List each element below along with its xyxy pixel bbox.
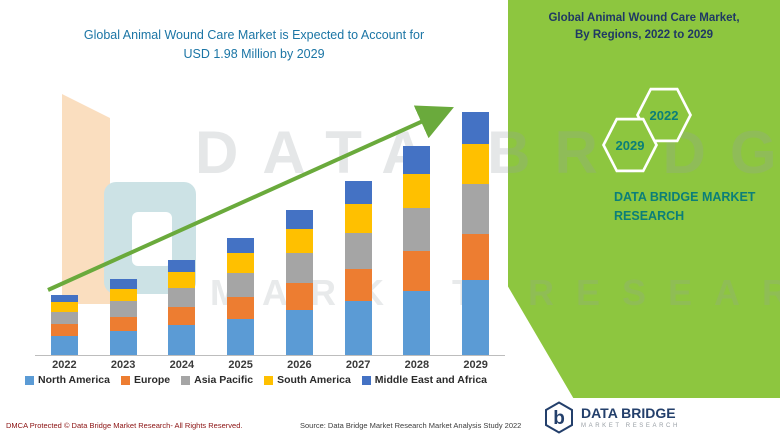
x-label-2029: 2029 — [463, 359, 488, 371]
side-panel-title: Global Animal Wound Care Market, By Regi… — [508, 10, 780, 45]
side-panel-title-line1: Global Animal Wound Care Market, — [548, 12, 740, 24]
segment-2029-south-america — [462, 144, 490, 185]
bar-2027 — [341, 181, 375, 355]
footer-logo-name: DATA BRIDGE — [581, 404, 676, 421]
bar-2029 — [459, 111, 493, 355]
segment-2025-south-america — [227, 253, 255, 273]
bar-2026 — [282, 210, 316, 355]
segment-2027-north-america — [344, 301, 372, 355]
segment-2023-middle-east-and-africa — [109, 279, 137, 289]
legend-label: Middle East and Africa — [374, 374, 488, 386]
databridge-logo: b DATA BRIDGE MARKET RESEARCH — [544, 401, 680, 434]
segment-2022-asia-pacific — [50, 311, 78, 325]
svg-text:b: b — [553, 408, 565, 429]
segment-2028-north-america — [403, 290, 431, 355]
stacked-bar-chart — [35, 108, 505, 356]
legend-swatch-icon — [361, 375, 371, 385]
chart-title: Global Animal Wound Care Market is Expec… — [28, 26, 480, 65]
legend-swatch-icon — [24, 375, 34, 385]
x-label-2027: 2027 — [345, 359, 371, 371]
segment-2026-asia-pacific — [285, 253, 313, 284]
source-note: Source: Data Bridge Market Research Mark… — [300, 421, 522, 430]
segment-2022-europe — [50, 324, 78, 336]
segment-2024-south-america — [168, 272, 196, 288]
segment-2027-europe — [344, 268, 372, 302]
legend-swatch-icon — [264, 375, 274, 385]
segment-2027-south-america — [344, 204, 372, 234]
segment-2026-south-america — [285, 229, 313, 254]
segment-2029-north-america — [462, 280, 490, 355]
legend-label: Europe — [133, 374, 171, 386]
segment-2023-asia-pacific — [109, 301, 137, 317]
legend-item-south-america: South America — [264, 374, 351, 386]
segment-2026-europe — [285, 283, 313, 310]
legend-item-middle-east-and-africa: Middle East and Africa — [361, 374, 488, 386]
legend-swatch-icon — [181, 375, 191, 385]
segment-2029-asia-pacific — [462, 184, 490, 235]
segment-2027-middle-east-and-africa — [344, 181, 372, 205]
segment-2022-south-america — [50, 302, 78, 312]
segment-2028-asia-pacific — [403, 208, 431, 252]
segment-2023-europe — [109, 316, 137, 331]
segment-2026-north-america — [285, 310, 313, 355]
segment-2026-middle-east-and-africa — [285, 210, 313, 230]
segment-2025-europe — [227, 296, 255, 319]
segment-2024-north-america — [168, 325, 196, 355]
segment-2029-middle-east-and-africa — [462, 111, 490, 145]
x-label-2024: 2024 — [169, 359, 195, 371]
x-label-2022: 2022 — [52, 359, 77, 371]
bar-2028 — [400, 145, 434, 355]
segment-2022-north-america — [50, 335, 78, 355]
bar-2022 — [47, 294, 81, 355]
x-label-2026: 2026 — [287, 359, 312, 371]
segment-2024-middle-east-and-africa — [168, 260, 196, 273]
segment-2028-middle-east-and-africa — [403, 145, 431, 174]
segment-2029-europe — [462, 234, 490, 281]
bar-2024 — [165, 260, 199, 355]
legend-label: North America — [37, 374, 110, 386]
segment-2024-asia-pacific — [168, 287, 196, 308]
segment-2023-south-america — [109, 288, 137, 302]
chart-title-line2: USD 1.98 Million by 2029 — [183, 47, 325, 62]
legend-item-north-america: North America — [24, 374, 110, 386]
bar-2023 — [106, 279, 140, 355]
side-panel-title-line2: By Regions, 2022 to 2029 — [574, 29, 714, 42]
segment-2025-asia-pacific — [227, 272, 255, 297]
segment-2025-north-america — [227, 318, 255, 355]
bar-2025 — [224, 238, 258, 355]
chart-legend: North America Europe Asia Pacific South Ame… — [0, 374, 512, 386]
legend-label: South America — [277, 374, 351, 386]
footer-logo-subtext: MARKET RESEARCH — [581, 423, 680, 430]
chart-title-line1: Global Animal Wound Care Market is Expec… — [83, 28, 425, 42]
segment-2022-middle-east-and-africa — [50, 294, 78, 303]
segment-2024-europe — [168, 307, 196, 326]
segment-2025-middle-east-and-africa — [227, 238, 255, 254]
legend-swatch-icon — [120, 375, 130, 385]
legend-label: Asia Pacific — [194, 374, 254, 386]
x-label-2023: 2023 — [110, 359, 136, 371]
segment-2027-asia-pacific — [344, 233, 372, 269]
legend-item-asia-pacific: Asia Pacific — [181, 374, 253, 386]
side-panel — [508, 0, 780, 398]
segment-2028-south-america — [403, 173, 431, 209]
segment-2028-europe — [403, 251, 431, 291]
x-axis-labels: 2022 2023 2024 2025 2026 2027 2028 2029 — [35, 359, 505, 371]
segment-2023-north-america — [109, 331, 137, 355]
x-label-2028: 2028 — [404, 359, 430, 371]
x-label-2025: 2025 — [228, 359, 253, 371]
dmca-notice: DMCA Protected © Data Bridge Market Rese… — [6, 421, 243, 430]
databridge-hexagon-icon: b — [545, 401, 573, 434]
legend-item-europe: Europe — [120, 374, 171, 386]
